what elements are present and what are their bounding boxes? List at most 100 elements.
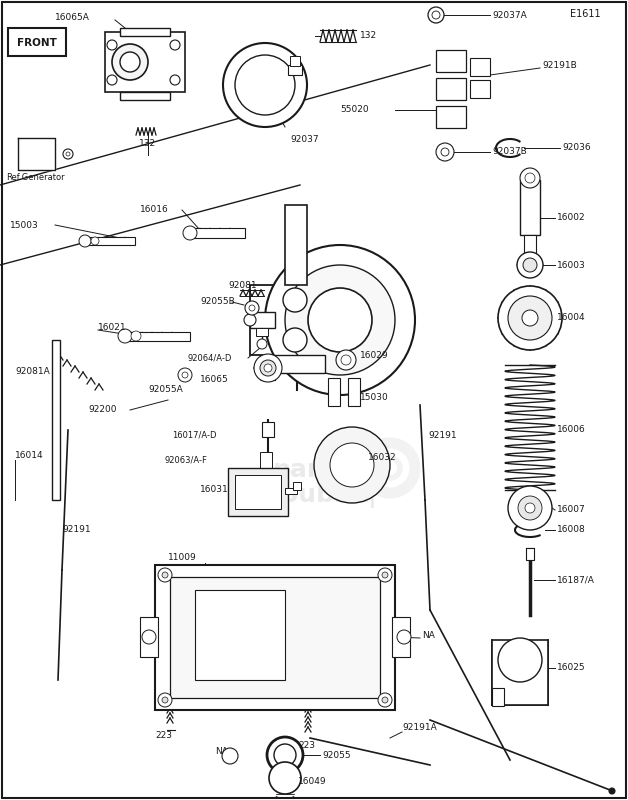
Text: 132: 132	[360, 31, 377, 41]
Text: 15030: 15030	[360, 394, 389, 402]
Circle shape	[142, 630, 156, 644]
Text: 92037A: 92037A	[492, 10, 527, 19]
Bar	[120, 28, 170, 36]
Circle shape	[525, 503, 535, 513]
Bar	[285, 205, 307, 285]
Circle shape	[118, 329, 132, 343]
Text: NA: NA	[422, 631, 435, 641]
Text: 16002: 16002	[557, 214, 586, 222]
Bar	[436, 50, 466, 72]
Bar	[125, 332, 190, 341]
Text: 16187/A: 16187/A	[557, 575, 595, 585]
Circle shape	[235, 55, 295, 115]
Circle shape	[257, 339, 267, 349]
Bar	[526, 548, 534, 560]
Circle shape	[79, 235, 91, 247]
Text: 92191: 92191	[62, 526, 90, 534]
Circle shape	[249, 305, 255, 311]
Bar	[262, 422, 274, 437]
Text: 16008: 16008	[557, 526, 586, 534]
Circle shape	[341, 355, 351, 365]
Circle shape	[330, 443, 374, 487]
Bar	[105, 32, 185, 92]
Circle shape	[63, 149, 73, 159]
Text: 16049: 16049	[298, 778, 327, 786]
Bar	[492, 640, 548, 705]
Circle shape	[183, 226, 197, 240]
Text: 223: 223	[298, 741, 315, 750]
Circle shape	[517, 252, 543, 278]
Text: 92191: 92191	[428, 430, 457, 439]
Text: 16016: 16016	[140, 206, 169, 214]
Text: 132: 132	[139, 139, 156, 149]
Circle shape	[182, 372, 188, 378]
Circle shape	[244, 314, 256, 326]
Text: 11009: 11009	[168, 554, 197, 562]
Bar	[392, 617, 410, 657]
Text: 92063/A-F: 92063/A-F	[165, 455, 208, 465]
Circle shape	[170, 40, 180, 50]
Text: 223: 223	[155, 730, 172, 739]
Circle shape	[66, 152, 70, 156]
Circle shape	[336, 350, 356, 370]
Text: 16014: 16014	[15, 450, 43, 459]
Bar	[250, 285, 342, 355]
Circle shape	[518, 496, 542, 520]
Bar	[470, 58, 490, 76]
Circle shape	[158, 693, 172, 707]
Circle shape	[441, 148, 449, 156]
Circle shape	[314, 427, 390, 503]
Circle shape	[178, 368, 192, 382]
Bar	[256, 328, 268, 336]
Circle shape	[131, 331, 141, 341]
Circle shape	[267, 737, 303, 773]
Text: 16025: 16025	[557, 663, 586, 673]
Circle shape	[428, 7, 444, 23]
Circle shape	[162, 697, 168, 703]
Circle shape	[508, 486, 552, 530]
Circle shape	[523, 258, 537, 272]
Circle shape	[508, 296, 552, 340]
Circle shape	[91, 237, 99, 245]
Bar	[436, 106, 466, 128]
Bar	[260, 452, 272, 472]
Circle shape	[498, 286, 562, 350]
Bar	[52, 340, 60, 500]
Polygon shape	[18, 138, 55, 170]
Bar	[348, 378, 360, 406]
Circle shape	[378, 568, 392, 582]
Bar	[155, 565, 395, 710]
Circle shape	[120, 52, 140, 72]
Circle shape	[498, 638, 542, 682]
Bar	[170, 577, 380, 698]
Bar	[270, 355, 325, 373]
Bar	[190, 228, 245, 238]
Text: FRONT: FRONT	[17, 38, 57, 48]
Text: 15003: 15003	[10, 221, 39, 230]
Circle shape	[265, 245, 415, 395]
Circle shape	[158, 568, 172, 582]
Bar	[492, 688, 504, 706]
Text: 92037: 92037	[290, 135, 318, 145]
Circle shape	[112, 44, 148, 80]
Text: 92191A: 92191A	[402, 723, 436, 733]
Bar	[293, 482, 301, 490]
Text: 16032: 16032	[368, 454, 397, 462]
Circle shape	[162, 572, 168, 578]
Text: 92036: 92036	[562, 143, 590, 153]
Circle shape	[397, 630, 411, 644]
Bar	[120, 92, 170, 100]
Circle shape	[274, 744, 296, 766]
Circle shape	[223, 43, 307, 127]
Circle shape	[264, 364, 272, 372]
Text: 16021: 16021	[98, 323, 127, 333]
Circle shape	[245, 301, 259, 315]
Text: parts: parts	[273, 458, 347, 482]
Text: 16006: 16006	[557, 426, 586, 434]
Bar	[328, 378, 340, 406]
Text: NA: NA	[215, 747, 228, 757]
Text: 92064/A-D: 92064/A-D	[188, 354, 232, 362]
Text: republik|: republik|	[252, 482, 378, 507]
Bar	[285, 488, 297, 494]
Text: 92037B: 92037B	[492, 147, 527, 157]
